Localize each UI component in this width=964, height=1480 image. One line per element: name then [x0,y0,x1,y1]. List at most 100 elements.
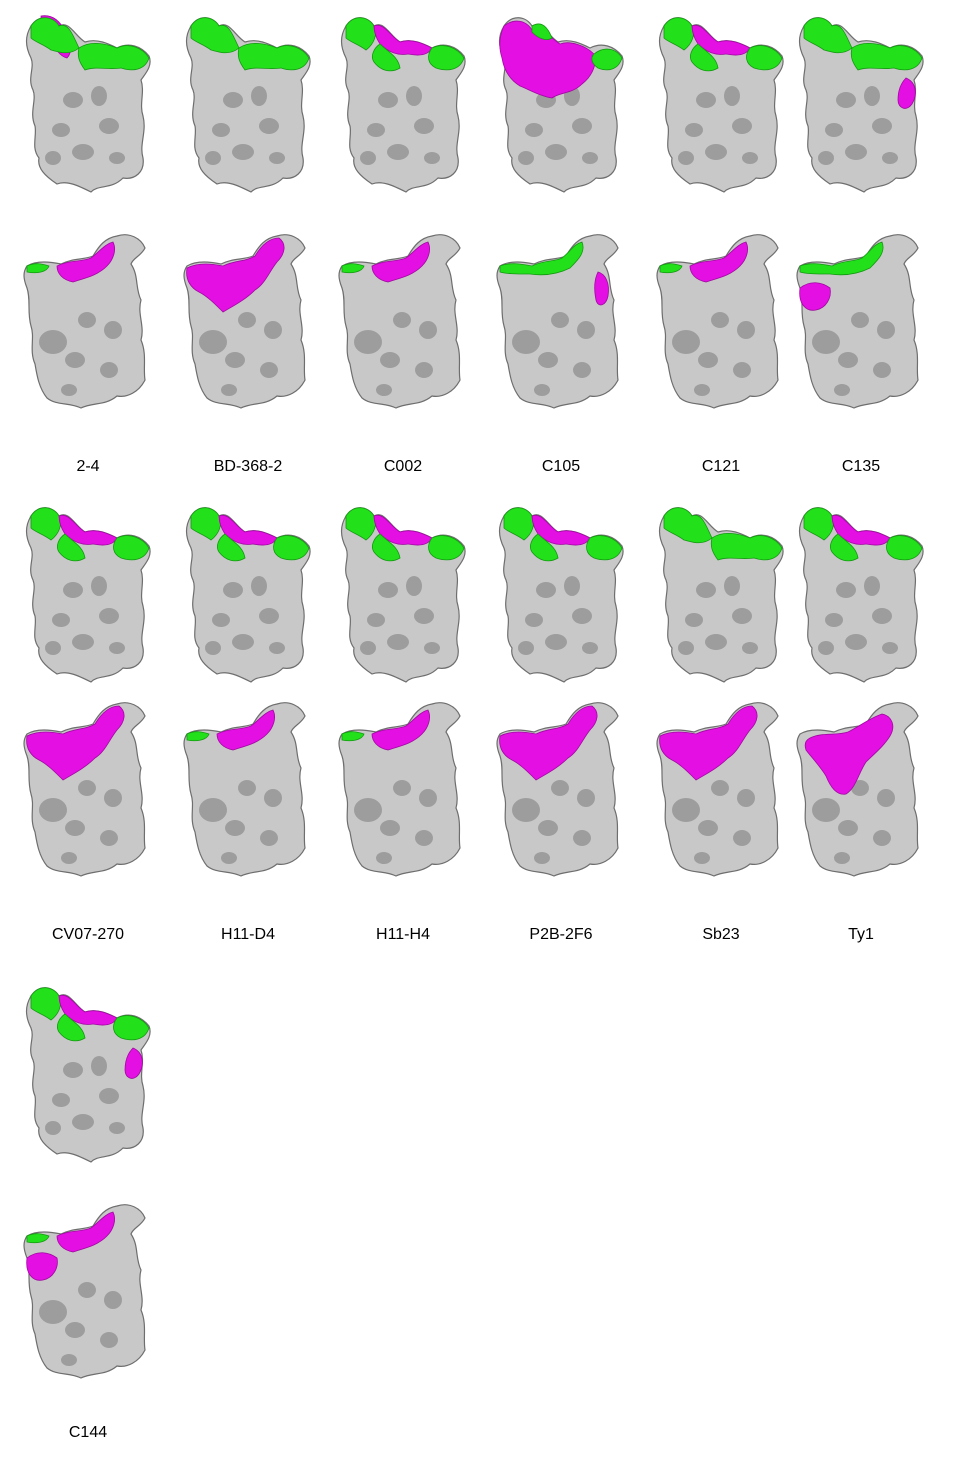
surface-pocket [732,608,752,624]
surface-pocket [872,608,892,624]
surface-pocket [845,144,867,160]
surface-pocket [577,321,595,339]
surface-pocket [72,1114,94,1130]
surface-pocket [52,123,70,137]
epitope-patch-green [803,507,834,541]
surface-pocket [232,634,254,650]
surface-pocket [564,576,580,596]
panel-label: P2B-2F6 [529,926,593,943]
surface-pocket [61,852,77,864]
front-view [486,8,636,198]
surface-pocket [259,118,279,134]
surface-pocket [845,634,867,650]
surface-pocket [551,780,569,796]
structure-view-side [656,234,779,409]
epitope-patch-green [372,43,401,72]
surface-pocket [694,384,710,396]
surface-pocket [685,613,703,627]
surface-pocket [65,1322,85,1338]
structure-view-front [658,17,784,193]
epitope-patch-green [345,507,376,541]
structure-view-side [183,702,306,877]
epitope-patch-green [799,241,884,276]
structure-view-front [340,507,466,683]
front-view [486,498,636,688]
surface-pocket [65,820,85,836]
surface-pocket [225,352,245,368]
side-view [486,698,636,888]
surface-pocket [387,144,409,160]
surface-pocket [378,582,398,598]
surface-pocket [251,86,267,106]
surface-pocket [260,830,278,846]
surface-pocket [45,151,61,165]
epitope-patch-green [30,507,61,541]
panel-label: C105 [541,458,581,475]
surface-pocket [238,312,256,328]
surface-pocket [825,123,843,137]
front-view [328,8,478,198]
side-view [486,230,636,420]
surface-pocket [65,352,85,368]
structure-view-side [338,234,461,409]
side-view [13,1200,163,1390]
surface-pocket [264,789,282,807]
surface-pocket [525,123,543,137]
surface-pocket [63,92,83,108]
surface-pocket [737,789,755,807]
surface-pocket [577,789,595,807]
epitope-patch-green [886,535,923,561]
surface-pocket [733,830,751,846]
structure-view-side [23,234,146,409]
surface-pocket [387,634,409,650]
side-view [328,698,478,888]
surface-pocket [834,384,850,396]
surface-pocket [705,144,727,160]
surface-pocket [419,321,437,339]
surface-pocket [99,1088,119,1104]
surface-pocket [572,118,592,134]
surface-pocket [573,362,591,378]
surface-pocket [698,820,718,836]
surface-pocket [512,330,540,354]
surface-pocket [99,118,119,134]
epitope-patch-magenta [56,241,115,283]
surface-pocket [100,830,118,846]
surface-pocket [360,151,376,165]
front-view [173,8,323,198]
surface-pocket [78,312,96,328]
surface-pocket [414,118,434,134]
side-view [646,230,796,420]
structure-view-side [496,702,619,877]
surface-pocket [851,780,869,796]
surface-pocket [72,144,94,160]
surface-pocket [199,330,227,354]
side-view [13,230,163,420]
surface-pocket [63,582,83,598]
epitope-patch-green [531,23,553,40]
surface-pocket [232,144,254,160]
surface-pocket [742,152,758,164]
side-view [646,698,796,888]
surface-pocket [825,613,843,627]
epitope-patch-green [428,535,465,561]
epitope-patch-green [591,48,623,71]
surface-pocket [378,92,398,108]
epitope-patch-green [273,535,310,561]
surface-pocket [678,641,694,655]
epitope-patch-green [710,533,783,561]
surface-pocket [63,1062,83,1078]
panel-label: C135 [841,458,881,475]
epitope-patch-magenta [371,241,430,283]
surface-pocket [512,798,540,822]
surface-pocket [685,123,703,137]
panel-label: Ty1 [848,926,874,943]
structure-view-front [25,987,151,1163]
surface-pocket [732,118,752,134]
epitope-patch-magenta [799,282,831,311]
front-view [786,8,936,198]
structure-view-front [340,17,466,193]
surface-pocket [221,384,237,396]
structure-view-front [25,507,151,683]
epitope-patch-magenta [216,709,275,751]
